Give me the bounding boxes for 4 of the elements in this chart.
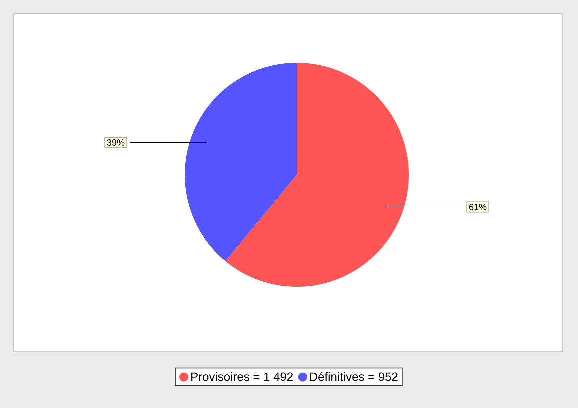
legend-label: Définitives = 952: [310, 372, 398, 382]
data-label: 61%: [469, 204, 487, 210]
legend-label: Provisoires = 1 492: [192, 372, 293, 382]
data-label: 39%: [107, 140, 125, 146]
